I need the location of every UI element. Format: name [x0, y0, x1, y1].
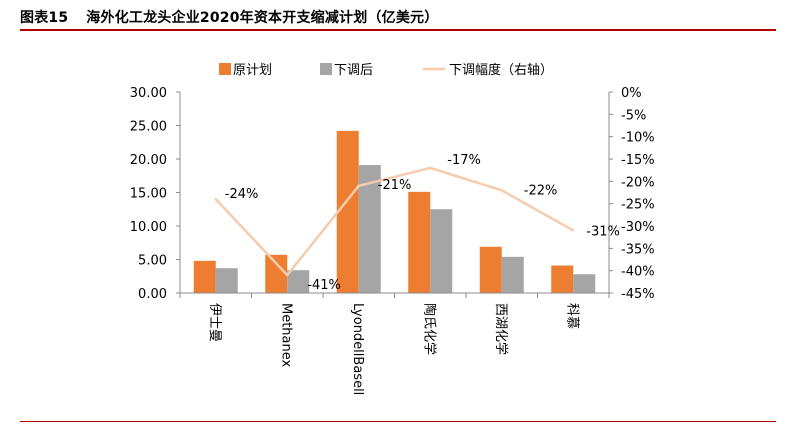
left-tick-label: 5.00 [138, 254, 167, 269]
category-label: 科慕 [564, 303, 579, 329]
right-tick-label: -35% [621, 242, 655, 257]
bar-adjusted [287, 270, 310, 293]
legend-label: 下调幅度（右轴） [449, 62, 553, 78]
top-rule [20, 29, 776, 31]
data-labels: -24% -41% -21% -17% -22% -31% [225, 153, 620, 293]
category-label: 西湖化学 [493, 303, 509, 355]
ratio-point [286, 273, 289, 277]
bar-original [336, 130, 359, 293]
left-tick-label: 30.00 [130, 86, 167, 101]
ratio-line-path [214, 166, 574, 277]
figure-title: 图表15 海外化工龙头企业2020年资本开支缩减计划（亿美元） [20, 7, 438, 27]
right-tick-label: -10% [621, 131, 655, 146]
ratio-point [357, 184, 360, 187]
bar-original [265, 254, 288, 293]
right-tick-label: 0% [621, 86, 642, 101]
right-tick-label: -5% [621, 108, 646, 123]
ratio-point [500, 189, 503, 192]
bar-adjusted [501, 256, 524, 293]
bar-adjusted [215, 268, 238, 293]
left-tick-label: 10.00 [130, 220, 167, 235]
ratio-point [572, 229, 575, 232]
left-tick-label: 20.00 [130, 153, 167, 168]
data-label: -41% [307, 278, 341, 293]
data-label: -31% [586, 224, 620, 239]
bar-adjusted [573, 274, 596, 293]
category-label: 陶氏化学 [421, 303, 437, 355]
ratio-point [429, 166, 432, 170]
bar-adjusted [430, 209, 453, 293]
right-axis: 0% -5% -10% -15% -20% -25% -30% -35% -40% -45% [608, 86, 655, 302]
ratio-point [214, 198, 217, 201]
category-label: 伊士曼 [207, 303, 222, 342]
left-axis: 0.00 5.00 10.00 15.00 20.00 25.00 30.00 [130, 86, 181, 302]
bar-original [551, 265, 574, 293]
legend-label: 下调后 [334, 63, 373, 78]
legend: 原计划 下调后 下调幅度（右轴） [219, 62, 553, 78]
left-tick-label: 0.00 [138, 287, 167, 302]
right-tick-label: -45% [621, 287, 655, 302]
category-label: LyondellBasell [350, 303, 365, 395]
right-tick-label: -30% [621, 220, 655, 235]
right-tick-label: -15% [621, 153, 655, 168]
data-label: -21% [378, 178, 412, 193]
left-tick-label: 15.00 [130, 187, 167, 202]
figure-number: 图表15 [20, 10, 69, 26]
data-label: -17% [447, 153, 481, 168]
bar-original [408, 191, 431, 293]
x-axis: 伊士曼 Methanex LyondellBasell 陶氏化学 西湖化学 科慕 [179, 292, 610, 395]
category-label: Methanex [278, 303, 293, 368]
bar-original [479, 246, 502, 293]
legend-swatch-adjusted [320, 63, 332, 75]
right-tick-label: -40% [621, 265, 655, 280]
legend-label: 原计划 [233, 63, 272, 78]
data-label: -22% [524, 183, 558, 198]
bars [193, 130, 596, 293]
figure-title-text: 海外化工龙头企业2020年资本开支缩减计划（亿美元） [86, 10, 439, 26]
bar-adjusted [358, 165, 381, 293]
bar-original [193, 260, 216, 293]
legend-swatch-original [219, 63, 231, 75]
data-label: -24% [225, 187, 259, 202]
bottom-rule [20, 421, 776, 422]
right-tick-label: -25% [621, 198, 655, 213]
left-tick-label: 25.00 [130, 120, 167, 135]
right-tick-label: -20% [621, 175, 655, 190]
ratio-line [214, 166, 575, 277]
